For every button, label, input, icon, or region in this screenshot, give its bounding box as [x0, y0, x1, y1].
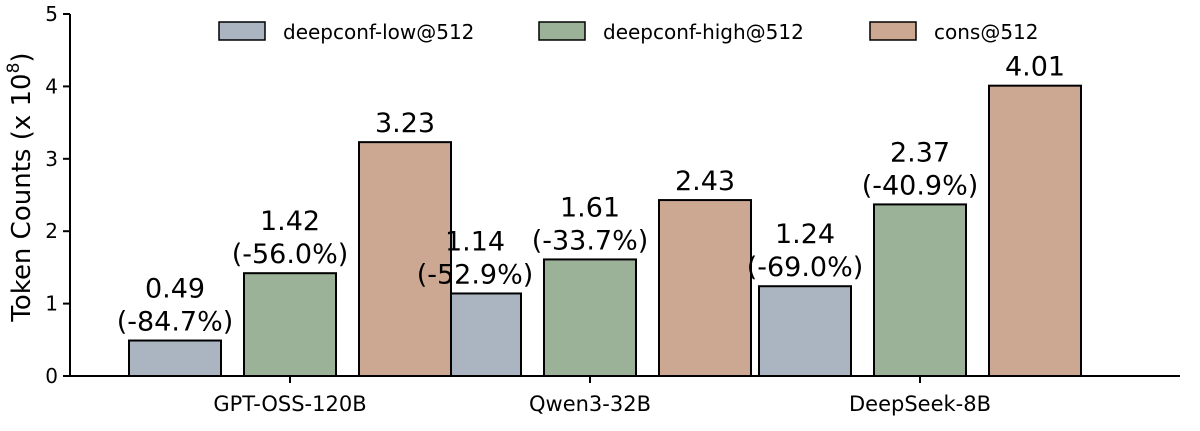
x-tick-label: GPT-OSS-120B — [213, 392, 366, 416]
bar-value-label: 3.23 — [375, 108, 435, 139]
bar-percent-label: (-84.7%) — [117, 307, 234, 338]
bar-percent-label: (-69.0%) — [747, 252, 864, 283]
bar-value-label: 1.61 — [560, 192, 620, 223]
legend-label: deepconf-high@512 — [603, 20, 804, 44]
legend-label: cons@512 — [934, 20, 1039, 44]
bar-percent-label: (-52.9%) — [417, 259, 534, 290]
bar-deepconf-high-512 — [873, 203, 967, 377]
y-tick-label: 1 — [45, 292, 58, 316]
bar-value-label: 0.49 — [145, 274, 205, 305]
legend-swatch — [538, 21, 586, 41]
bar-value-label: 2.37 — [890, 137, 950, 168]
x-tick-label: DeepSeek-8B — [849, 392, 991, 416]
bars — [128, 84, 1082, 378]
legend-swatch — [218, 21, 266, 41]
y-tick-label: 5 — [45, 2, 58, 26]
bar-deepconf-high-512 — [543, 258, 637, 378]
x-tick-label: Qwen3-32B — [529, 392, 651, 416]
y-tick-label: 2 — [45, 219, 58, 243]
legend-swatch — [869, 21, 917, 41]
legend: deepconf-low@512 deepconf-high@512 cons@51… — [218, 20, 1039, 44]
bar-value-label: 4.01 — [1005, 52, 1065, 83]
y-axis-label: Token Counts (x 108) — [4, 52, 37, 322]
y-tick-label: 4 — [45, 74, 58, 98]
bar-percent-label: (-33.7%) — [532, 225, 649, 256]
bar-value-label: 1.42 — [260, 206, 320, 237]
bar-percent-label: (-40.9%) — [862, 170, 979, 201]
bar-deepconf-low-512 — [758, 285, 852, 377]
y-axis-label-exponent: 8 — [4, 63, 24, 74]
bar-value-label: 1.14 — [445, 226, 505, 257]
bar-value-label: 1.24 — [775, 219, 835, 250]
bar-cons-512 — [358, 141, 452, 377]
bar-percent-label: (-56.0%) — [232, 239, 349, 270]
y-axis-label-close: ) — [7, 52, 37, 62]
bar-cons-512 — [988, 84, 1082, 378]
data-labels: (-84.7%)0.49 (-52.9%)1.14 (-69.0%)1.24 (-56… — [117, 52, 1065, 338]
bar-deepconf-low-512 — [128, 339, 222, 377]
legend-label: deepconf-low@512 — [283, 20, 474, 44]
bar-deepconf-high-512 — [243, 272, 337, 377]
bar-cons-512 — [658, 199, 752, 377]
bar-value-label: 2.43 — [675, 166, 735, 197]
y-axis-label-text: Token Counts (x 10 — [7, 73, 37, 322]
y-tick-label: 3 — [45, 147, 58, 171]
y-tick-label: 0 — [45, 364, 58, 388]
axes: 0 1 2 3 4 5 Token Counts (x 108) GPT-OSS-120B Qw… — [4, 2, 1180, 416]
